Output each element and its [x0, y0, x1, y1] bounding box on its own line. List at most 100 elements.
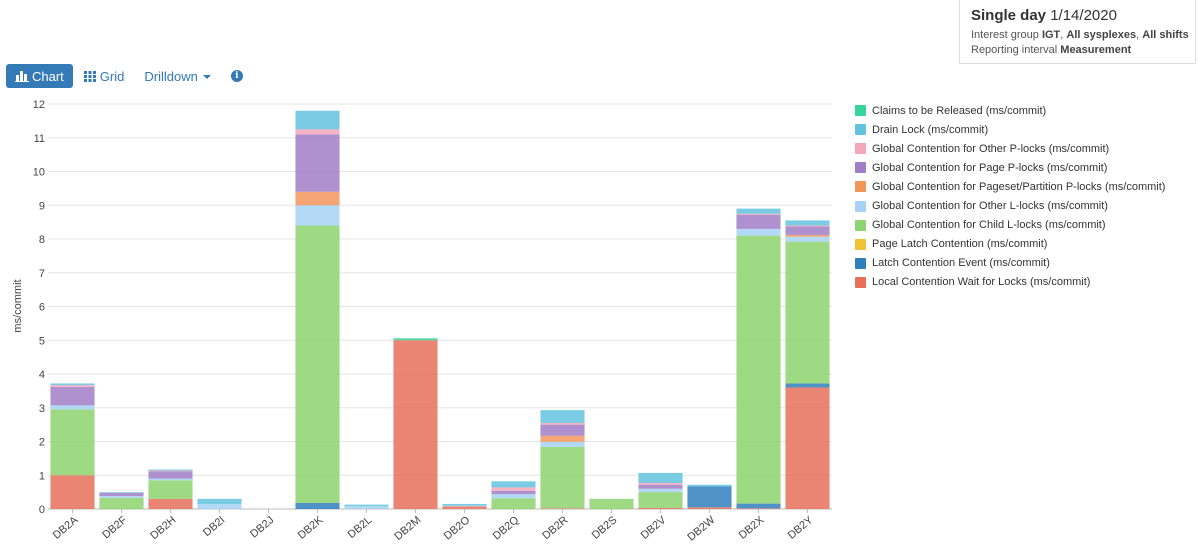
bar-stack[interactable]	[50, 383, 95, 509]
legend-item[interactable]: Global Contention for Other P-locks (ms/…	[855, 139, 1165, 158]
bar-stack[interactable]	[393, 338, 438, 509]
bar-stack[interactable]	[785, 220, 830, 510]
bar-segment[interactable]	[197, 503, 242, 509]
bar-stack[interactable]	[295, 110, 340, 509]
legend-item[interactable]: Local Contention Wait for Locks (ms/comm…	[855, 273, 1165, 292]
bar-segment[interactable]	[295, 129, 340, 135]
bar-segment[interactable]	[197, 498, 242, 504]
bar-stack[interactable]	[344, 504, 389, 509]
bar-segment[interactable]	[442, 505, 487, 507]
bar-segment[interactable]	[344, 504, 389, 507]
legend-item[interactable]: Global Contention for Other L-locks (ms/…	[855, 196, 1165, 215]
bar-segment[interactable]	[50, 405, 95, 410]
bar-segment[interactable]	[785, 241, 830, 384]
bar-segment[interactable]	[540, 446, 585, 509]
bar-segment[interactable]	[540, 410, 585, 423]
bar-segment[interactable]	[540, 508, 585, 509]
bar-segment[interactable]	[295, 225, 340, 503]
bar-segment[interactable]	[491, 487, 536, 491]
bar-segment[interactable]	[736, 213, 781, 215]
legend-item[interactable]: Global Contention for Pageset/Partition …	[855, 177, 1165, 196]
legend-item[interactable]: Drain Lock (ms/commit)	[855, 120, 1165, 139]
bar-segment[interactable]	[638, 492, 683, 508]
bar-segment[interactable]	[442, 506, 487, 509]
bar-segment[interactable]	[785, 387, 830, 510]
bar-segment[interactable]	[148, 470, 193, 472]
bar-segment[interactable]	[785, 383, 830, 388]
bar-segment[interactable]	[491, 494, 536, 499]
bar-stack[interactable]	[491, 481, 536, 509]
bar-segment[interactable]	[295, 191, 340, 206]
bar-segment[interactable]	[736, 214, 781, 229]
bar-segment[interactable]	[638, 472, 683, 484]
bar-segment[interactable]	[148, 478, 193, 481]
bar-segment[interactable]	[540, 435, 585, 442]
bar-segment[interactable]	[540, 424, 585, 436]
bar-segment[interactable]	[99, 492, 144, 493]
legend-item[interactable]: Claims to be Released (ms/commit)	[855, 101, 1165, 120]
bar-segment[interactable]	[638, 488, 683, 493]
bar-segment[interactable]	[344, 506, 389, 509]
bar-segment[interactable]	[638, 507, 683, 509]
bar-stack[interactable]	[197, 498, 242, 509]
bar-segment[interactable]	[393, 338, 438, 341]
bar-segment[interactable]	[540, 422, 585, 425]
bar-segment[interactable]	[491, 498, 536, 509]
bar-segment[interactable]	[50, 383, 95, 386]
legend-item[interactable]: Global Contention for Page P-locks (ms/c…	[855, 158, 1165, 177]
bar-segment[interactable]	[638, 484, 683, 489]
bar-stack[interactable]	[687, 484, 732, 509]
bar-segment[interactable]	[295, 502, 340, 509]
drilldown-dropdown[interactable]: Drilldown	[144, 69, 211, 84]
bar-segment[interactable]	[50, 385, 95, 387]
bar-segment[interactable]	[687, 507, 732, 509]
bar-segment[interactable]	[148, 480, 193, 499]
bar-segment[interactable]	[736, 208, 781, 214]
bar-segment[interactable]	[295, 110, 340, 130]
bar-segment[interactable]	[540, 441, 585, 447]
bar-segment[interactable]	[99, 492, 144, 497]
bar-segment[interactable]	[785, 234, 830, 237]
bar-segment[interactable]	[50, 475, 95, 509]
bar-segment[interactable]	[736, 508, 781, 509]
info-circle-icon[interactable]: i	[230, 70, 243, 82]
bar-segment[interactable]	[393, 340, 438, 509]
bar-segment[interactable]	[736, 235, 781, 504]
legend-item[interactable]: Page Latch Contention (ms/commit)	[855, 235, 1165, 254]
bar-segment[interactable]	[99, 497, 144, 509]
bar-segment[interactable]	[148, 471, 193, 479]
bar-segment[interactable]	[491, 490, 536, 495]
bar-stack[interactable]	[589, 498, 634, 509]
grid-view-button[interactable]: Grid	[83, 69, 124, 84]
bar-stack[interactable]	[736, 208, 781, 509]
bar-segment[interactable]	[687, 484, 732, 487]
bar-stack[interactable]	[540, 410, 585, 509]
bar-segment[interactable]	[295, 205, 340, 226]
legend-swatch	[855, 162, 866, 174]
bar-segment[interactable]	[50, 386, 95, 406]
bar-segment[interactable]	[442, 503, 487, 506]
bar-segment[interactable]	[736, 503, 781, 509]
bar-segment[interactable]	[785, 226, 830, 235]
y-tick-label: 1	[39, 470, 45, 482]
bar-stack[interactable]	[148, 469, 193, 509]
bar-stack[interactable]	[638, 472, 683, 509]
chart-view-button[interactable]: Chart	[6, 64, 73, 88]
bar-segment[interactable]	[638, 483, 683, 485]
legend-item[interactable]: Global Contention for Child L-locks (ms/…	[855, 216, 1165, 235]
bar-segment[interactable]	[785, 236, 830, 242]
bar-segment[interactable]	[99, 496, 144, 498]
bar-segment[interactable]	[491, 481, 536, 488]
bar-segment[interactable]	[148, 469, 193, 471]
legend-item[interactable]: Latch Contention Event (ms/commit)	[855, 254, 1165, 273]
bar-segment[interactable]	[736, 228, 781, 236]
bar-segment[interactable]	[785, 220, 830, 226]
bar-segment[interactable]	[589, 498, 634, 509]
bar-segment[interactable]	[785, 225, 830, 227]
bar-segment[interactable]	[50, 409, 95, 476]
bar-segment[interactable]	[148, 498, 193, 509]
bar-segment[interactable]	[295, 134, 340, 192]
bar-segment[interactable]	[687, 486, 732, 508]
bar-stack[interactable]	[442, 503, 487, 509]
bar-stack[interactable]	[99, 492, 144, 509]
